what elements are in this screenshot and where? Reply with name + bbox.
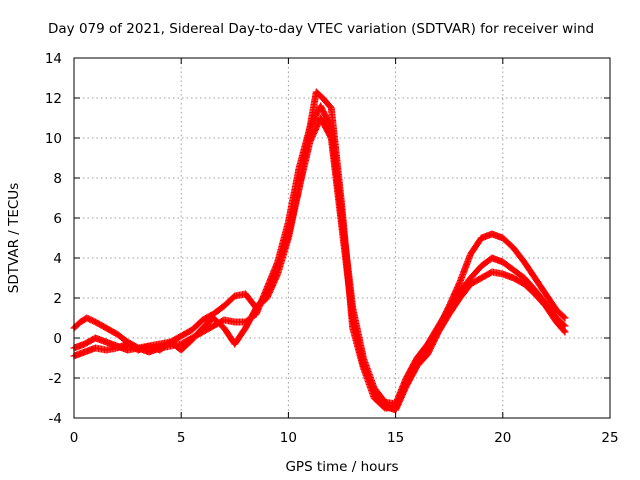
y-tick-label: -4 <box>49 411 62 427</box>
y-tick-label: 14 <box>45 51 62 67</box>
x-tick-label: 0 <box>70 430 79 446</box>
y-axis-label: SDTVAR / TECUs <box>6 183 22 293</box>
y-tick-label: -2 <box>49 371 62 387</box>
x-axis-label: GPS time / hours <box>285 459 398 475</box>
plot-frame <box>73 57 611 419</box>
y-tick-label: 6 <box>53 211 62 227</box>
data-points <box>70 88 569 414</box>
chart-title: Day 079 of 2021, Sidereal Day-to-day VTE… <box>48 21 594 37</box>
x-tick-label: 5 <box>177 430 186 446</box>
data-point <box>561 314 569 322</box>
y-tick-label: 0 <box>53 331 62 347</box>
x-tick-label: 25 <box>601 430 618 446</box>
series-track-c <box>70 114 569 414</box>
x-tick-labels: 0 5 10 15 20 25 <box>70 430 619 446</box>
data-point <box>560 327 568 335</box>
y-tick-label: 2 <box>53 291 62 307</box>
x-tick-label: 10 <box>280 430 297 446</box>
axis-ticks <box>73 57 611 419</box>
y-tick-label: 12 <box>45 91 62 107</box>
y-tick-label: 10 <box>45 131 62 147</box>
x-tick-label: 15 <box>387 430 404 446</box>
y-tick-labels: -4 -2 0 2 4 6 8 10 12 14 <box>45 51 62 427</box>
x-tick-label: 20 <box>494 430 511 446</box>
series-track-a <box>70 88 569 412</box>
y-tick-label: 8 <box>53 171 62 187</box>
series-track-b <box>70 102 569 408</box>
y-tick-label: 4 <box>53 251 62 267</box>
data-point <box>560 313 568 321</box>
data-point <box>561 328 569 336</box>
